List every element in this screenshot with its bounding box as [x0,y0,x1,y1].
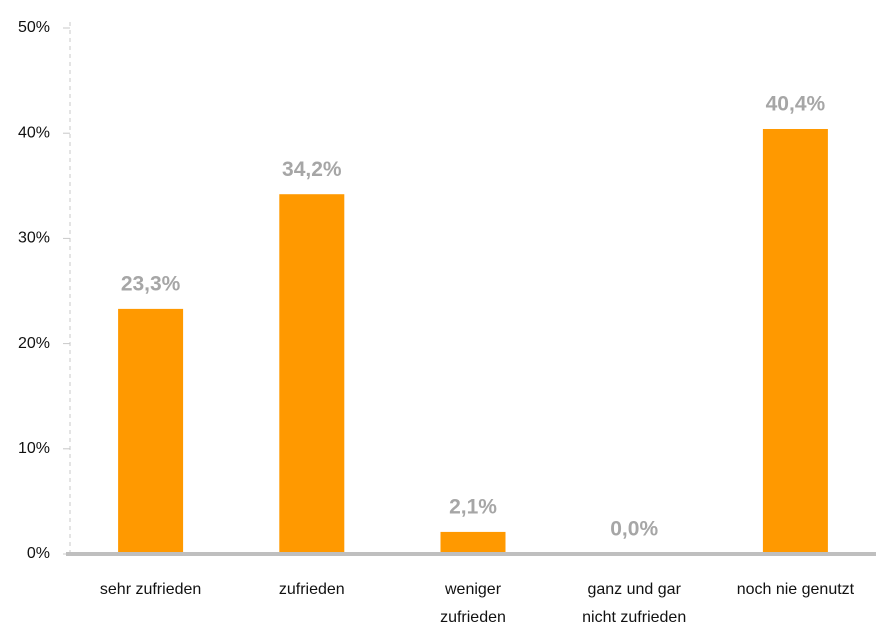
x-tick-label: ganz und gar nicht zufrieden [582,581,686,626]
x-tick-label-line: zufrieden [279,581,345,598]
x-tick-label-line: nicht zufrieden [582,609,686,626]
y-tick-label: 50% [18,19,50,36]
bar [762,128,828,554]
x-tick-label-line: weniger [444,581,502,598]
x-tick-label-line: zufrieden [440,609,506,626]
x-tick-label-line: ganz und gar [587,581,681,598]
bar [118,308,184,554]
x-tick-label: noch nie genutzt [737,581,855,598]
y-tick-label: 30% [18,230,50,247]
y-tick-label: 0% [27,545,50,562]
x-tick-label: zufrieden [279,581,345,598]
bar [440,531,506,554]
x-tick-label-line: sehr zufrieden [100,581,201,598]
y-tick-label: 10% [18,440,50,457]
y-tick-label: 20% [18,335,50,352]
value-label: 0,0% [610,518,658,541]
y-tick-label: 40% [18,124,50,141]
value-label: 2,1% [449,495,497,518]
value-label: 34,2% [282,158,342,181]
value-label: 23,3% [121,272,181,295]
bar [279,194,345,554]
x-tick-label-line: noch nie genutzt [737,581,855,598]
x-tick-label: weniger zufrieden [440,581,506,626]
value-label: 40,4% [766,93,826,116]
x-tick-label: sehr zufrieden [100,581,201,598]
